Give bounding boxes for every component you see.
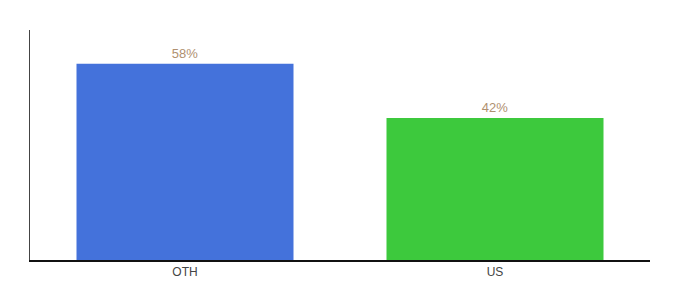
svg-text:42%: 42%: [482, 100, 508, 115]
svg-text:US: US: [487, 265, 504, 279]
svg-text:OTH: OTH: [172, 265, 197, 279]
svg-text:58%: 58%: [172, 46, 198, 61]
